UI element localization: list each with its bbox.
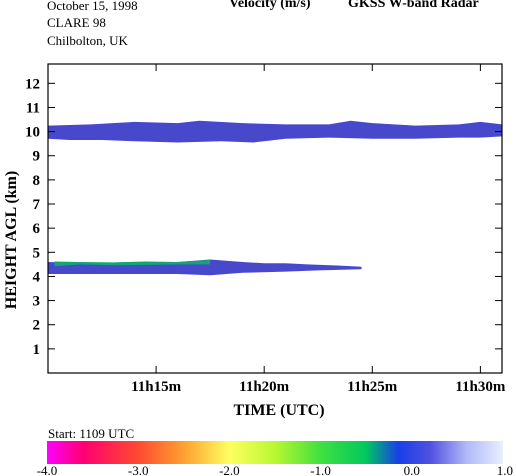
y-tick-label: 12: [25, 76, 40, 92]
site-label: Chilbolton, UK: [47, 33, 128, 48]
y-tick-label: 4: [33, 269, 41, 285]
y-tick-label: 10: [25, 125, 40, 141]
colorbar-tick-label: -3.0: [128, 463, 149, 476]
y-tick-label: 6: [33, 221, 41, 237]
y-tick-label: 2: [33, 318, 41, 334]
x-tick-label: 11h30m: [455, 379, 506, 395]
y-tick-label: 5: [33, 245, 41, 261]
date-label: October 15, 1998: [47, 0, 138, 13]
green-velocity-patch: [54, 260, 211, 267]
upper-cloud-layer: [48, 120, 502, 143]
y-tick-label: 9: [33, 149, 41, 165]
y-tick-label: 8: [33, 173, 41, 189]
y-axis-title: HEIGHT AGL (km): [3, 171, 20, 309]
echo-regions: [48, 120, 502, 276]
x-axis-title: TIME (UTC): [233, 402, 324, 419]
x-tick-label: 11h20m: [239, 379, 290, 395]
instrument-title: GKSS W-band Radar: [348, 0, 479, 11]
colorbar-tick-label: -4.0: [37, 463, 58, 476]
y-tick-label: 1: [33, 342, 41, 358]
x-tick-label: 11h15m: [131, 379, 182, 395]
x-tick-label: 11h25m: [347, 379, 398, 395]
plot-frame: [47, 63, 503, 374]
colorbar-tick-label: 1.0: [497, 463, 513, 476]
quantity-title: Velocity (m/s): [229, 0, 311, 11]
x-axis: 11h15m 11h20m 11h25m 11h30m: [131, 64, 506, 395]
start-time-label: Start: 1109 UTC: [48, 426, 134, 441]
y-tick-label: 3: [33, 294, 41, 310]
colorbar-ticks: -4.0 -3.0 -2.0 -1.0 0.0 1.0: [37, 463, 513, 476]
y-tick-label: 7: [33, 197, 41, 213]
colorbar-tick-label: 0.0: [404, 463, 420, 476]
colorbar-tick-label: -2.0: [219, 463, 240, 476]
campaign-label: CLARE 98: [47, 15, 106, 30]
y-tick-label: 11: [26, 100, 40, 116]
colorbar: [47, 441, 503, 464]
colorbar-tick-label: -1.0: [310, 463, 331, 476]
